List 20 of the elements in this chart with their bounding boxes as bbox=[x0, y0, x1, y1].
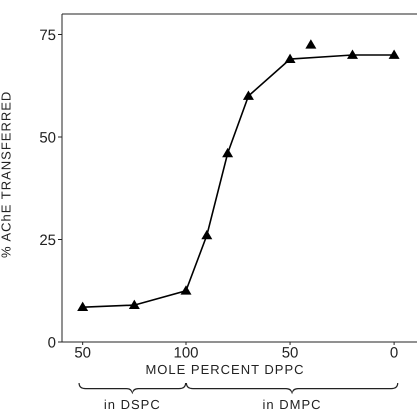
point bbox=[346, 50, 358, 59]
x-tick-label: 100 bbox=[173, 344, 199, 362]
y-tick-label: 50 bbox=[39, 129, 56, 146]
x-tick-label: 50 bbox=[74, 344, 92, 362]
point bbox=[222, 148, 234, 158]
point bbox=[77, 302, 88, 311]
x-tick-label: 50 bbox=[282, 344, 298, 362]
text: in DMPC bbox=[262, 397, 322, 412]
point bbox=[242, 90, 254, 100]
y-tick-label: 75 bbox=[39, 26, 56, 44]
point bbox=[201, 230, 212, 240]
point bbox=[128, 300, 140, 309]
point bbox=[284, 54, 296, 63]
point bbox=[305, 39, 316, 49]
point bbox=[388, 50, 400, 59]
x-tick-label: 0 bbox=[390, 344, 398, 362]
x-axis-title: MOLE PERCENT DPPC bbox=[145, 362, 305, 377]
text: in DSPC bbox=[104, 397, 161, 412]
y-tick-label: 25 bbox=[39, 232, 56, 249]
y-axis-title: % AChE TRANSFERRED bbox=[0, 90, 14, 258]
